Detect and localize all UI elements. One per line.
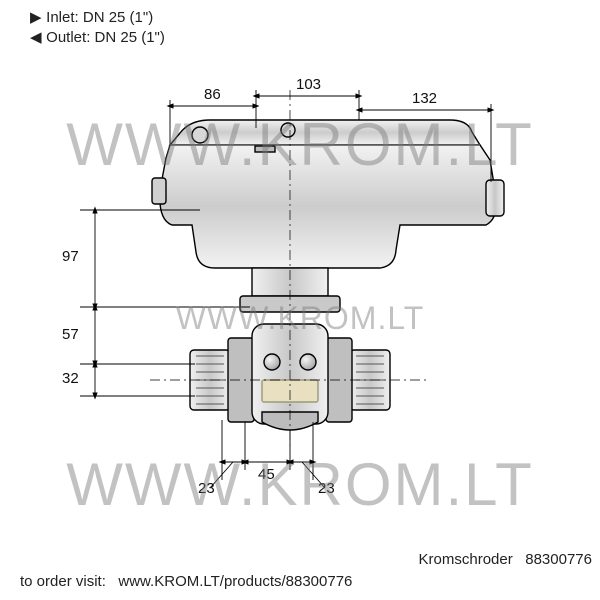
outlet-value: DN 25 (1") [95, 29, 165, 46]
dim-86: 86 [204, 86, 221, 103]
technical-drawing [0, 50, 600, 540]
outlet-label: Outlet: [46, 29, 90, 46]
dim-32: 32 [62, 370, 79, 387]
dim-97: 97 [62, 248, 79, 265]
part-number: 88300776 [525, 551, 592, 568]
brand-name: Kromschroder [419, 551, 513, 568]
brand-line: Kromschroder 88300776 [20, 550, 592, 570]
caption-block: Kromschroder 88300776 to order visit: ww… [20, 550, 592, 593]
dim-23l: 23 [198, 480, 215, 497]
inlet-label: Inlet: [46, 9, 79, 26]
inlet-line: ▶ Inlet: DN 25 (1") [30, 8, 165, 28]
order-prefix: to order visit: [20, 573, 106, 590]
dim-57: 57 [62, 326, 79, 343]
drawing-stage: 86 103 132 97 57 32 23 45 23 [0, 50, 600, 540]
dim-103: 103 [296, 76, 321, 93]
actuator-housing [152, 120, 504, 268]
inlet-arrow-icon: ▶ [30, 8, 42, 28]
dim-45: 45 [258, 466, 275, 483]
dim-23r: 23 [318, 480, 335, 497]
dim-132: 132 [412, 90, 437, 107]
order-line: to order visit: www.KROM.LT/products/883… [20, 572, 592, 592]
outlet-arrow-icon: ◀ [30, 28, 42, 48]
order-url: www.KROM.LT/products/88300776 [118, 573, 352, 590]
inlet-value: DN 25 (1") [83, 9, 153, 26]
spec-block: ▶ Inlet: DN 25 (1") ◀ Outlet: DN 25 (1") [30, 8, 165, 49]
outlet-line: ◀ Outlet: DN 25 (1") [30, 28, 165, 48]
